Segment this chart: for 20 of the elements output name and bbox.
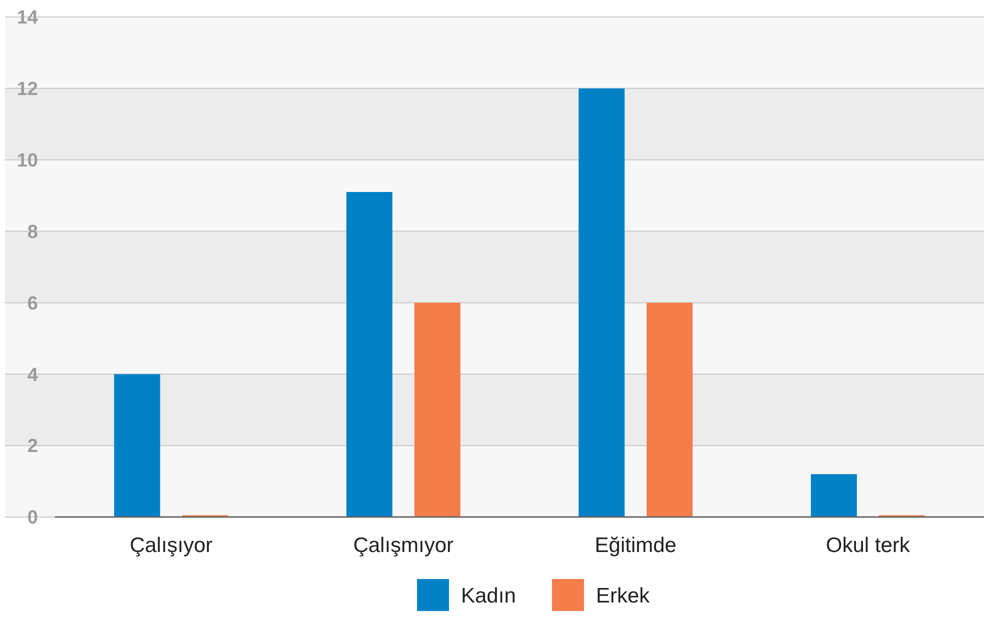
x-tick-label: Çalışıyor <box>130 534 213 557</box>
bar <box>810 474 857 517</box>
y-tick-label: 8 <box>27 222 38 243</box>
x-tick-label: Eğitimde <box>594 534 676 557</box>
y-tick-label: 10 <box>16 150 38 172</box>
bar <box>114 374 160 517</box>
x-tick-label: Okul terk <box>826 534 910 557</box>
y-tick-label: 12 <box>16 79 38 100</box>
y-tick-label: 4 <box>27 364 38 386</box>
legend-label: Erkek <box>596 584 650 608</box>
bar <box>578 88 625 517</box>
y-tick-label: 0 <box>27 508 38 529</box>
bar <box>646 302 693 517</box>
legend-label: Kadın <box>461 584 516 608</box>
bar <box>414 302 460 517</box>
x-tick-label: Çalışmıyor <box>353 534 454 557</box>
y-tick-label: 14 <box>16 8 38 29</box>
bar <box>346 192 392 517</box>
y-tick-label: 6 <box>27 293 38 314</box>
y-tick-label: 2 <box>27 436 38 458</box>
